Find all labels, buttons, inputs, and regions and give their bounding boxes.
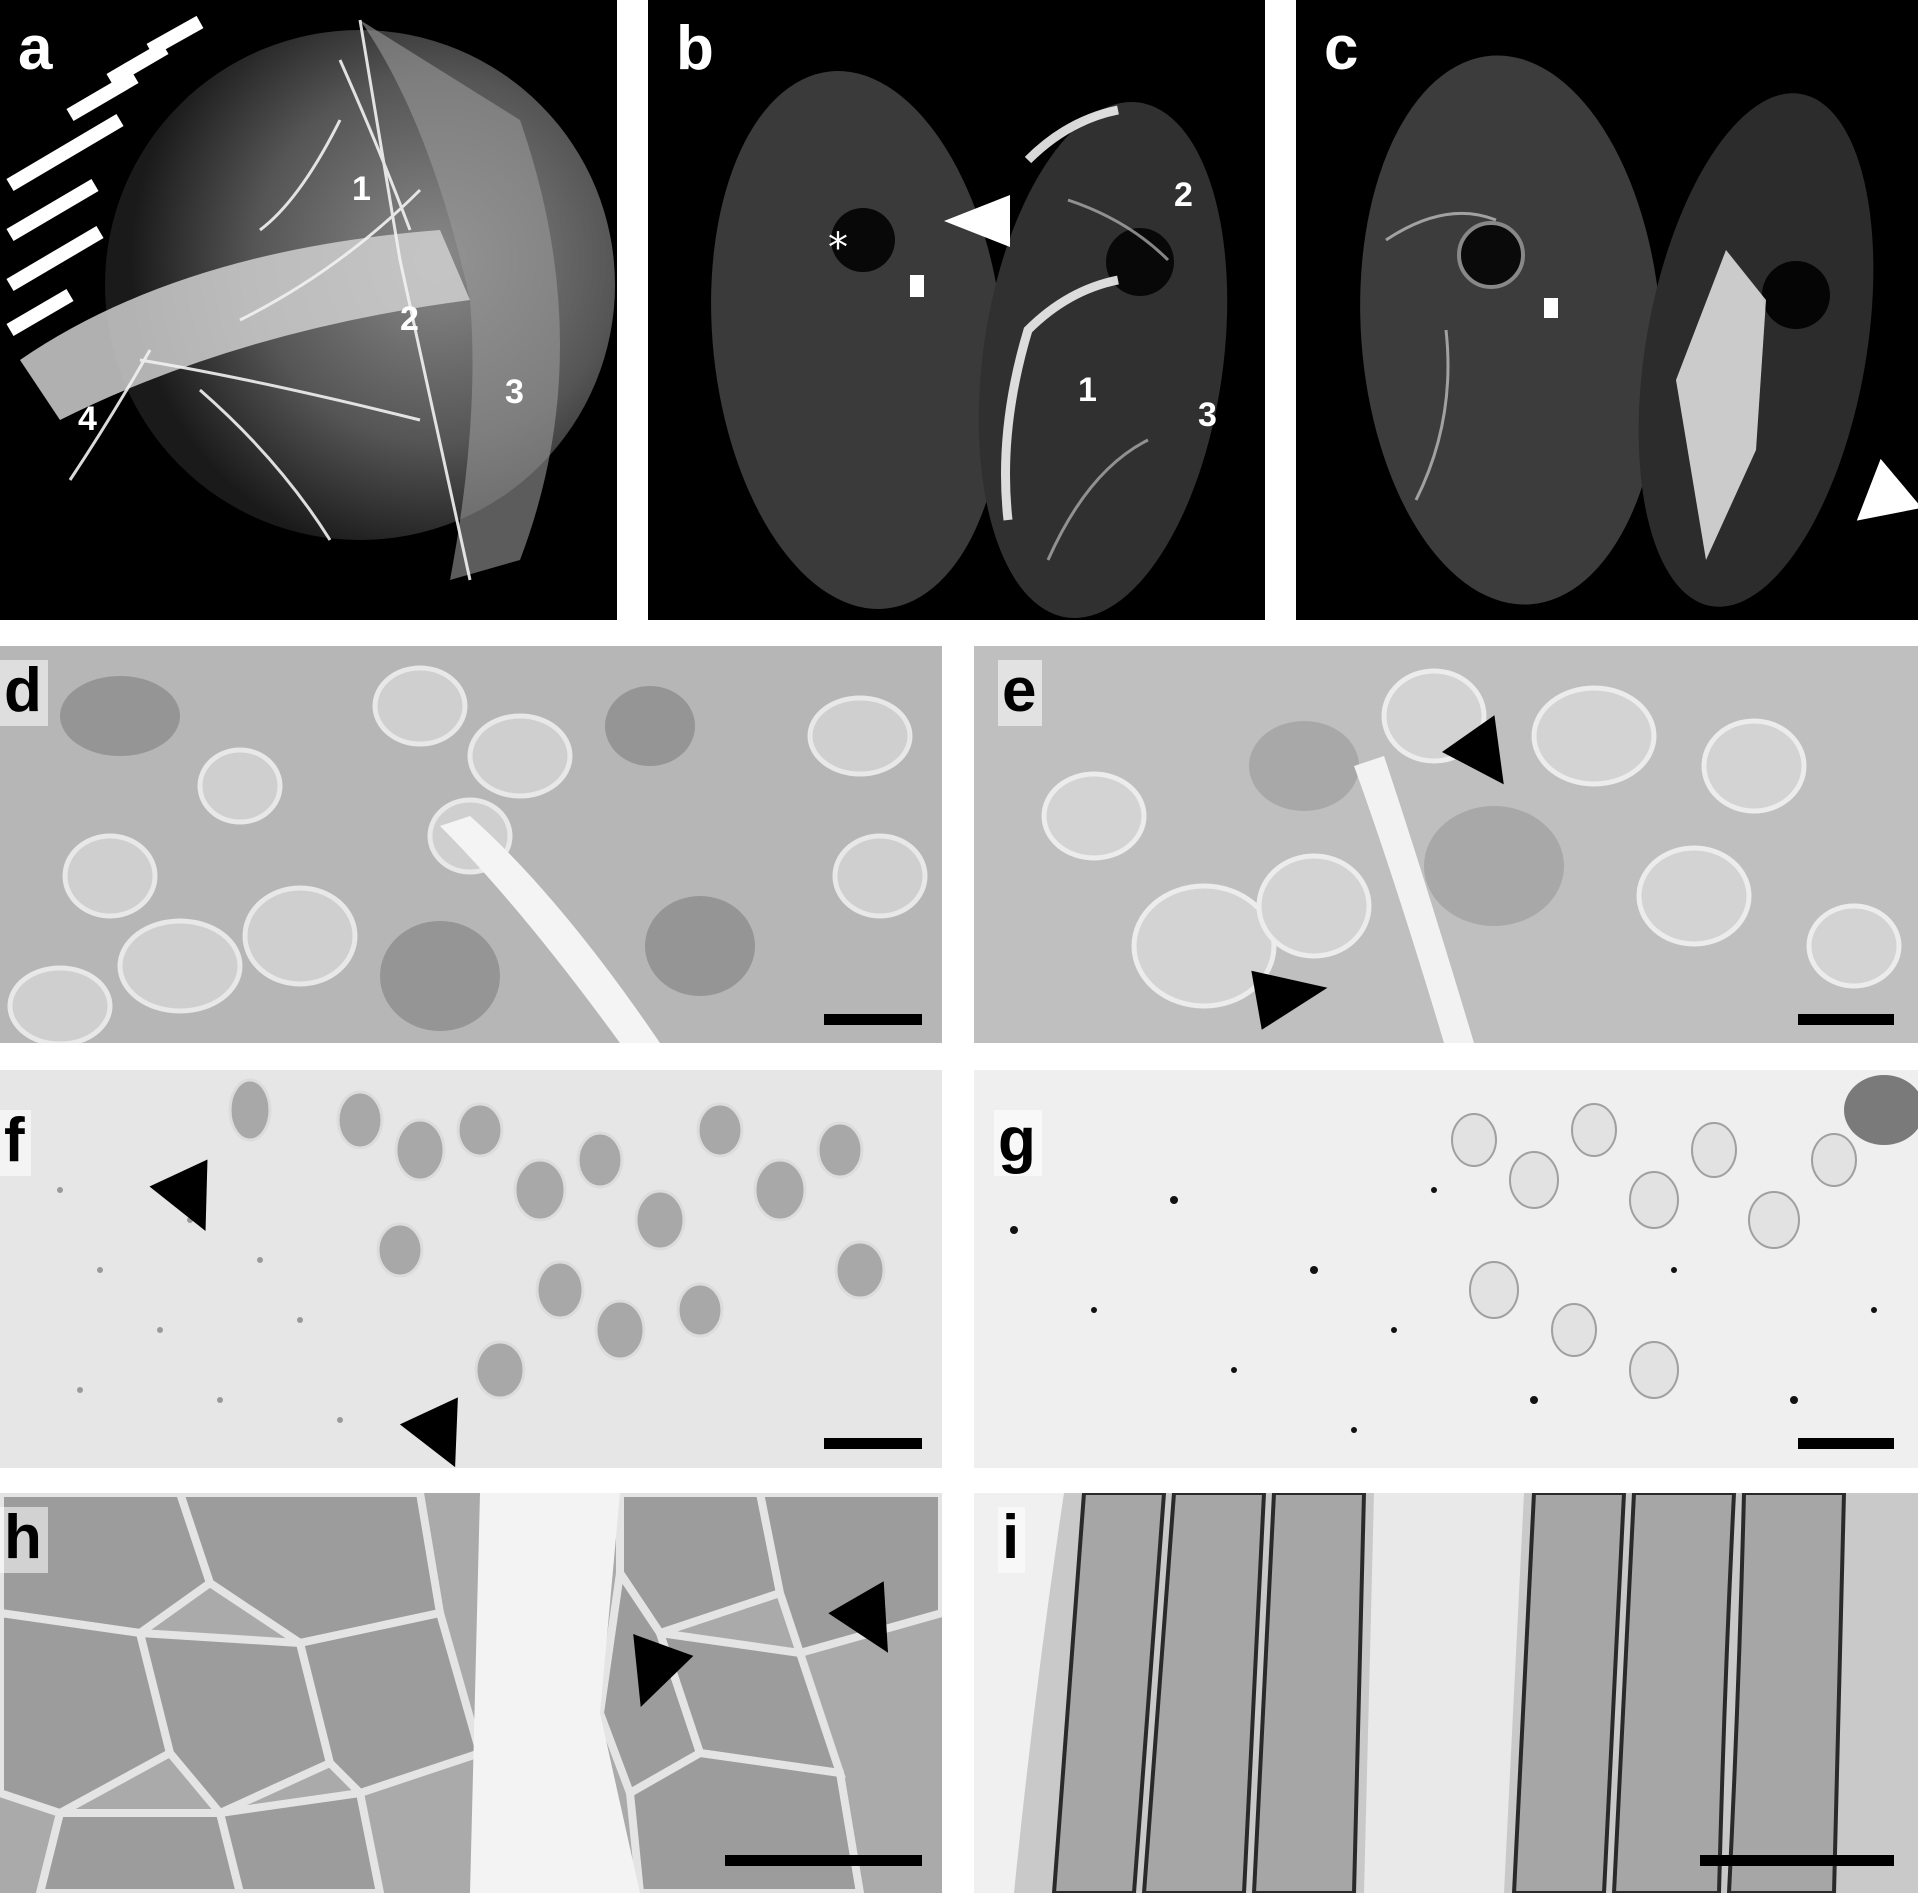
panel-b-mri: b * 1 2 3	[648, 0, 1265, 620]
scale-bar	[1798, 1014, 1894, 1025]
vessel-number-1: 1	[352, 170, 371, 208]
scale-bar	[725, 1855, 922, 1866]
panel-label-i: i	[998, 1507, 1026, 1573]
scale-bar	[824, 1438, 922, 1449]
histology-image-e	[1041, 668, 1902, 1043]
panel-f-histology: f	[0, 1070, 942, 1468]
panel-label-e: e	[998, 660, 1043, 726]
mri-number-3: 3	[1198, 396, 1217, 434]
panel-h-histology: h	[0, 1493, 942, 1893]
histology-image-g	[1010, 1075, 1918, 1433]
arrowhead-white	[944, 195, 1010, 247]
angiogram-image	[6, 15, 615, 581]
panel-c-mri: c	[1296, 0, 1918, 620]
panel-label-d: d	[0, 660, 48, 726]
panel-label-a: a	[18, 14, 53, 83]
panel-label-c: c	[1324, 14, 1359, 83]
hatch-marks	[6, 15, 204, 337]
vessel-number-4: 4	[78, 400, 97, 438]
scale-bar	[824, 1014, 922, 1025]
panel-label-h: h	[0, 1507, 48, 1573]
scale-bar	[1700, 1855, 1894, 1866]
histology-image-f	[57, 1078, 886, 1423]
panel-label-g: g	[994, 1110, 1042, 1176]
asterisk-marker: *	[828, 225, 848, 271]
histology-image-i	[974, 1493, 1847, 1893]
panel-label-f: f	[0, 1110, 31, 1176]
panel-e-histology: e	[974, 646, 1918, 1043]
vessel-number-3: 3	[505, 373, 524, 411]
arrowhead-black	[1251, 958, 1333, 1030]
mri-image-b	[711, 71, 1228, 619]
histology-image-d	[7, 665, 928, 1043]
panel-label-b: b	[676, 14, 714, 83]
panel-i-histology: i	[974, 1493, 1918, 1893]
scale-bar	[1798, 1438, 1894, 1449]
mri-number-1: 1	[1078, 371, 1097, 409]
mri-image-c	[1360, 55, 1874, 607]
panel-g-histology: g	[974, 1070, 1918, 1468]
mri-number-2: 2	[1174, 176, 1193, 214]
vessel-number-2: 2	[400, 300, 419, 338]
panel-a-angiogram: a 1 2 3 4	[0, 0, 617, 620]
panel-d-histology: d	[0, 646, 942, 1043]
histology-image-h	[0, 1493, 942, 1893]
